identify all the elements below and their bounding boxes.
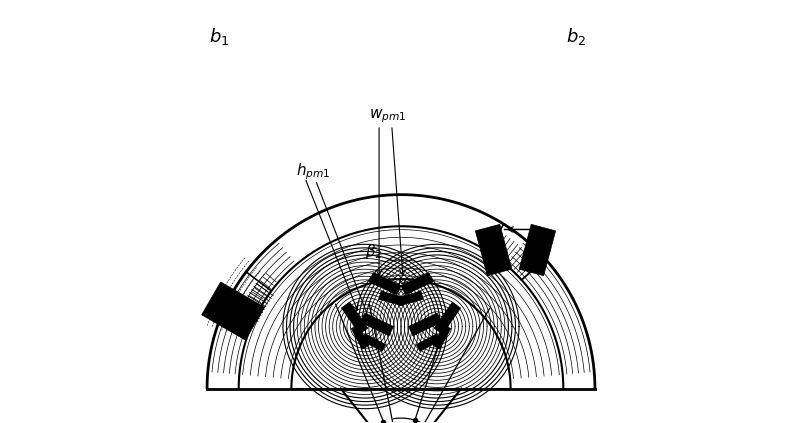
Polygon shape (379, 291, 405, 306)
Polygon shape (397, 291, 423, 306)
Polygon shape (369, 273, 401, 295)
Polygon shape (433, 325, 451, 349)
Text: $\beta_2$: $\beta_2$ (365, 242, 383, 261)
Text: $b_2$: $b_2$ (566, 26, 586, 47)
Text: $\beta_1$: $\beta_1$ (395, 276, 413, 295)
Polygon shape (401, 273, 433, 295)
Polygon shape (434, 302, 460, 334)
Polygon shape (361, 313, 394, 336)
Text: $w_{pm1}$: $w_{pm1}$ (369, 108, 406, 126)
Polygon shape (342, 302, 368, 334)
Polygon shape (416, 334, 440, 352)
Polygon shape (351, 325, 369, 349)
Polygon shape (519, 224, 556, 276)
Polygon shape (362, 334, 386, 352)
Polygon shape (476, 224, 512, 276)
Polygon shape (201, 282, 265, 340)
Text: $b_1$: $b_1$ (209, 26, 229, 47)
Polygon shape (408, 313, 441, 336)
Text: $h_{pm1}$: $h_{pm1}$ (296, 161, 330, 182)
